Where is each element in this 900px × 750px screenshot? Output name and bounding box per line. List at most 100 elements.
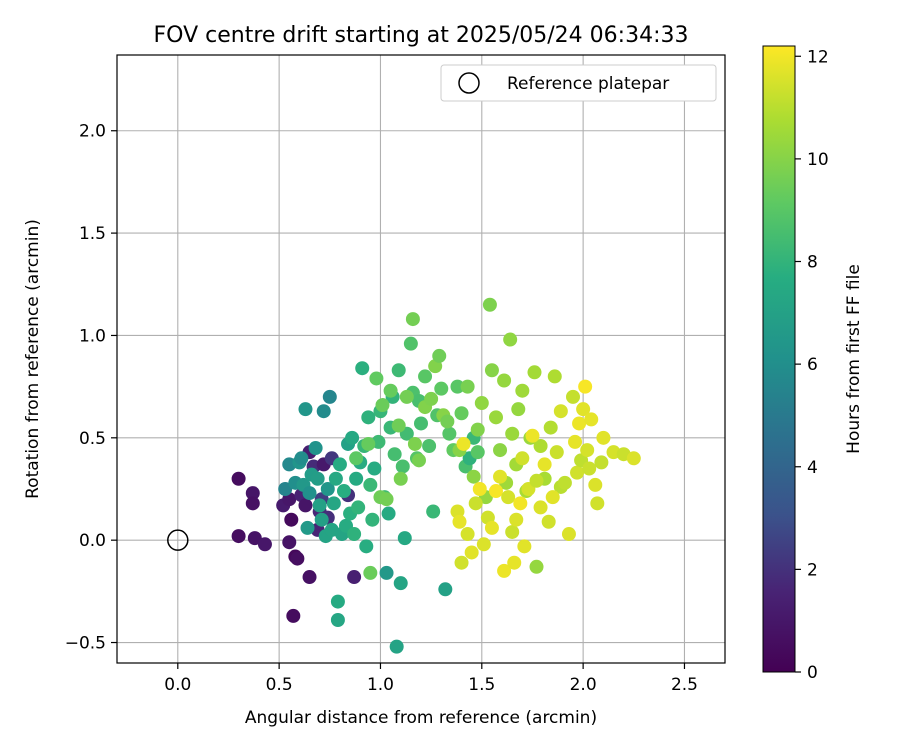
data-point [466,469,481,484]
data-point [596,430,611,445]
data-point [351,500,366,515]
data-point [566,389,580,404]
colorbar-tick-label: 0 [807,663,818,683]
x-tick-label: 0.0 [164,675,191,695]
data-point [347,527,362,542]
legend-label: Reference platepar [507,74,669,94]
data-point [294,451,309,466]
data-point [379,492,394,507]
colorbar-tick-label: 12 [807,47,829,67]
data-point [349,451,364,466]
data-point [418,369,433,384]
data-point [594,455,609,470]
colorbar-label: Hours from first FF file [844,264,864,454]
data-point [497,563,512,578]
data-point [547,369,562,384]
data-point [529,473,544,488]
data-point [474,396,489,411]
legend-marker-open-circle [458,72,480,94]
data-point [336,484,351,499]
data-point [284,512,299,527]
data-point [468,496,483,511]
data-point [626,451,641,466]
x-axis-ticks: 0.0 0.5 1.0 1.5 2.0 2.5 [164,663,698,695]
data-point [332,457,347,472]
data-point [484,520,499,535]
data-point [405,312,420,327]
data-point [533,500,548,515]
colorbar-tick-label: 4 [807,458,818,478]
data-point [505,524,520,539]
colorbar-tick-label: 6 [807,355,818,375]
data-point [363,565,378,580]
y-tick-label: 1.0 [79,326,106,346]
data-point [588,477,603,492]
data-point [391,363,406,378]
data-point [411,453,426,468]
data-point [464,545,479,560]
data-point [308,441,323,456]
data-point [375,398,390,413]
data-point [517,539,532,554]
data-point [300,520,315,535]
data-point [493,443,508,458]
data-point [397,531,412,546]
data-point [501,490,516,505]
colorbar-tick-label: 8 [807,253,818,273]
data-point [456,436,471,451]
data-point [359,539,374,554]
data-point [527,365,542,380]
data-point [472,481,487,496]
data-point [497,373,512,388]
data-point [545,490,560,505]
data-point [395,459,410,474]
data-point [543,420,558,435]
chart-title: FOV centre drift starting at 2025/05/24 … [154,23,689,48]
data-point [399,389,414,404]
data-point [432,348,447,363]
data-point [389,639,404,654]
data-point [529,559,544,574]
data-point [482,297,497,312]
data-point [557,475,572,490]
x-axis-label: Angular distance from reference (arcmin) [245,708,597,728]
data-point [363,477,378,492]
data-point [298,498,313,513]
data-point [245,486,260,501]
data-point [424,391,439,406]
colorbar-tick-label: 10 [807,150,829,170]
data-point [330,613,345,628]
data-point [513,496,528,511]
data-point [470,422,485,437]
data-point [454,406,469,421]
data-point [434,381,449,396]
colorbar: 0 2 4 6 8 10 12 Hours from first FF file [762,45,864,683]
x-tick-label: 2.0 [570,675,597,695]
data-point [561,527,576,542]
data-point [549,445,564,460]
y-axis-ticks: −0.5 0.0 0.5 1.0 1.5 2.0 [65,122,117,654]
data-point [245,496,260,511]
data-point [440,414,455,429]
data-point [320,481,335,496]
data-point [553,404,568,419]
data-point [488,484,503,499]
data-point [393,471,408,486]
y-axis-label: Rotation from reference (arcmin) [23,219,43,499]
data-point [286,608,301,623]
data-point [450,379,465,394]
data-point [576,402,591,417]
data-point [387,447,402,462]
data-point [590,496,605,511]
data-point [290,551,305,566]
data-point [493,469,508,484]
data-point [454,555,469,570]
data-point [484,363,499,378]
data-points [231,297,641,654]
data-point [438,582,453,597]
data-point [379,565,394,580]
data-point [345,430,360,445]
data-point [257,537,272,552]
data-point [505,426,520,441]
